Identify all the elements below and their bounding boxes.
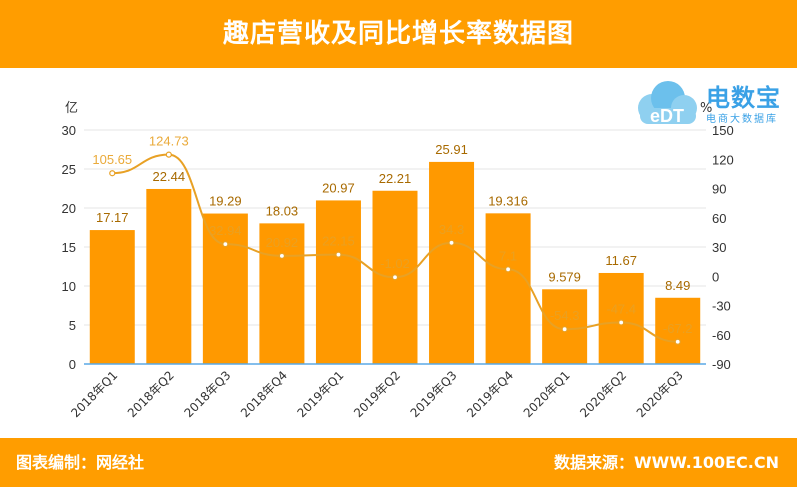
y2-tick-label: -30 — [712, 299, 731, 314]
footer-compiler: 图表编制：网经社 — [16, 453, 145, 472]
x-tick-label: 2018年Q1 — [68, 368, 120, 420]
yoy-point — [165, 151, 172, 158]
bar — [655, 297, 701, 364]
line-value-label: 20.92 — [266, 235, 299, 250]
yoy-point — [618, 319, 625, 326]
y2-tick-label: 60 — [712, 211, 726, 226]
line-value-label: -67.2 — [663, 321, 693, 336]
revenue-yoy-chart: 0 5 10 15 20 25 30 -90 -60 -30 0 30 60 90 120 150 亿 % 17.1… — [62, 101, 734, 420]
header-banner: 趣店营收及同比增长率数据图 — [0, 0, 797, 68]
y-tick-label: 5 — [69, 318, 76, 333]
bar — [315, 200, 361, 364]
x-tick-label: 2018年Q4 — [238, 368, 290, 420]
y-tick-label: 0 — [69, 357, 76, 372]
logo-title: 电数宝 — [706, 84, 781, 112]
y-tick-label: 10 — [62, 279, 76, 294]
yoy-point — [561, 326, 568, 333]
x-tick-label: 2019年Q2 — [351, 368, 403, 420]
y-axis-unit: 亿 — [65, 101, 78, 116]
y2-tick-label: -60 — [712, 328, 731, 343]
yoy-point — [222, 241, 229, 248]
line-value-label: -1.02 — [380, 256, 410, 271]
bar-value-label: 19.316 — [488, 193, 528, 208]
bar — [202, 213, 248, 364]
x-tick-label: 2018年Q3 — [181, 368, 233, 420]
bar-value-label: 17.17 — [96, 210, 129, 225]
footer-source: 数据来源：WWW.100EC.CN — [553, 453, 779, 472]
bar-value-label: 19.29 — [209, 194, 242, 209]
x-tick-label: 2019年Q3 — [408, 368, 460, 420]
y2-tick-label: -90 — [712, 357, 731, 372]
bar-value-label: 22.44 — [153, 169, 186, 184]
logo-subtitle: 电商大数据库 — [706, 114, 778, 125]
yoy-point — [109, 170, 116, 177]
y-tick-label: 25 — [62, 162, 76, 177]
x-tick-label: 2020年Q2 — [577, 368, 629, 420]
line-value-label: 22.15 — [322, 234, 355, 249]
bar-value-label: 8.49 — [665, 278, 690, 293]
line-value-label: 34.3 — [439, 222, 464, 237]
bar-value-label: 20.97 — [322, 180, 355, 195]
footer-banner: 图表编制：网经社 数据来源：WWW.100EC.CN — [0, 438, 797, 487]
y2-tick-label: 30 — [712, 240, 726, 255]
logo-badge-text: eDT — [650, 106, 684, 126]
line-value-label: 32.94 — [209, 223, 242, 238]
yoy-point — [391, 274, 399, 281]
bar — [146, 188, 192, 364]
bar-value-label: 11.67 — [605, 253, 637, 268]
x-tick-label: 2019年Q4 — [464, 368, 516, 420]
yoy-point — [448, 239, 455, 246]
bar-value-label: 22.21 — [379, 171, 412, 186]
line-value-label: -47.4 — [606, 301, 636, 316]
bar — [429, 161, 475, 364]
bar — [259, 223, 305, 364]
x-tick-label: 2020年Q1 — [521, 368, 573, 420]
bar-value-label: 25.91 — [435, 142, 468, 157]
y2-tick-label: 120 — [712, 152, 734, 167]
y2-tick-label: 0 — [712, 269, 719, 284]
bar — [89, 230, 135, 364]
bar-value-label: 18.03 — [266, 203, 299, 218]
yoy-point — [335, 251, 342, 258]
bar — [485, 213, 531, 364]
x-tick-label: 2018年Q2 — [125, 368, 177, 420]
line-value-label: 7.1 — [499, 248, 517, 263]
y-tick-label: 15 — [62, 240, 76, 255]
page-title: 趣店营收及同比增长率数据图 — [222, 19, 574, 49]
line-value-label: 105.65 — [92, 152, 132, 167]
bar-value-label: 9.579 — [548, 269, 581, 284]
x-tick-label: 2020年Q3 — [634, 368, 686, 420]
edt-logo: eDT 电数宝 电商大数据库 — [630, 74, 790, 138]
yoy-point — [278, 252, 286, 259]
line-value-label: -54.3 — [550, 308, 580, 323]
y-tick-label: 30 — [62, 123, 76, 138]
yoy-point — [674, 338, 681, 345]
yoy-point — [504, 266, 512, 273]
cloud-logo-icon: eDT — [638, 81, 697, 126]
x-tick-label: 2019年Q1 — [295, 368, 347, 420]
y2-tick-label: 150 — [712, 123, 734, 138]
line-value-label: 124.73 — [149, 134, 189, 149]
y-tick-label: 20 — [62, 201, 76, 216]
y2-tick-label: 90 — [712, 182, 726, 197]
y2-axis-unit: % — [700, 101, 712, 116]
bar — [598, 272, 644, 364]
